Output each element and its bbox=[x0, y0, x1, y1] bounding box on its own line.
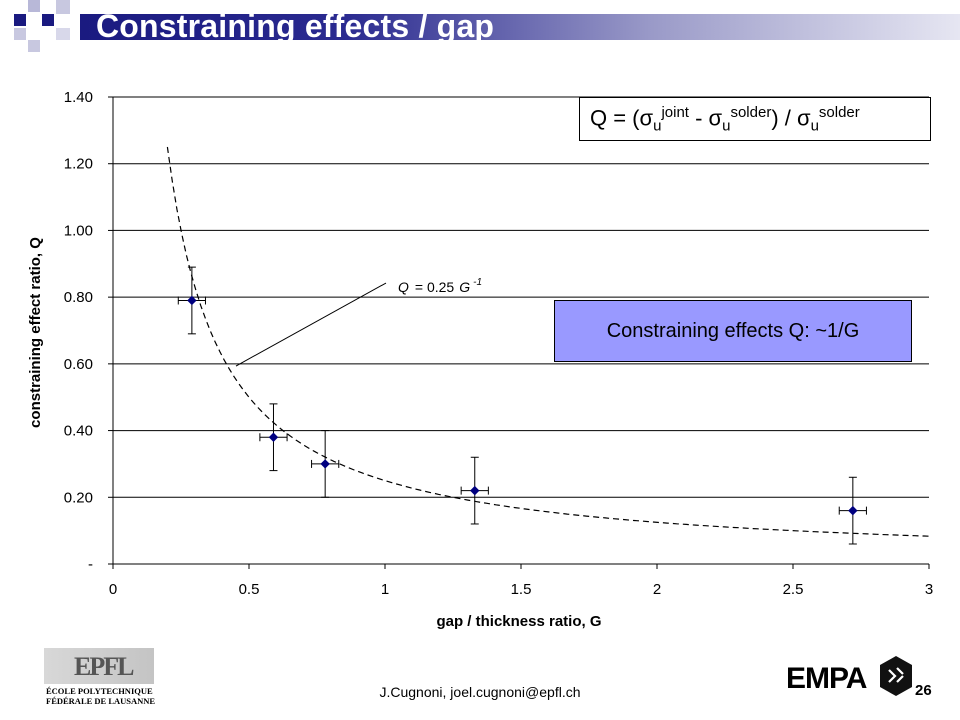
note-box: Constraining effects Q: ~1/G bbox=[554, 300, 912, 362]
formula-prefix: Q = ( bbox=[590, 105, 640, 131]
y-tick-label: 1.20 bbox=[64, 156, 93, 173]
x-tick-label: 1.5 bbox=[511, 581, 532, 598]
formula-sup: joint bbox=[661, 104, 689, 121]
title-decor-square bbox=[56, 0, 70, 14]
fit-label-leader-line bbox=[235, 282, 387, 367]
y-tick-label: 0.80 bbox=[64, 289, 93, 306]
x-tick-label: 3 bbox=[925, 581, 933, 598]
data-point bbox=[848, 505, 858, 516]
y-tick-label: - bbox=[88, 556, 93, 573]
x-tick-label: 2 bbox=[653, 581, 661, 598]
formula-minus: - bbox=[688, 105, 709, 131]
y-tick-label: 0.60 bbox=[64, 356, 93, 373]
title-decor-square bbox=[14, 14, 26, 26]
fit-label-eq: = 0.25 bbox=[415, 279, 455, 295]
title-decor-square bbox=[28, 40, 40, 52]
x-axis-title: gap / thickness ratio, G bbox=[436, 613, 601, 630]
formula-sub: u bbox=[810, 117, 819, 135]
formula-sub: u bbox=[722, 117, 731, 135]
epfl-logo-box bbox=[44, 648, 154, 684]
formula-sub: u bbox=[653, 117, 662, 135]
axes bbox=[108, 96, 930, 569]
x-tick-label: 0 bbox=[109, 581, 117, 598]
epfl-logo-line: FÉDÉRALE DE LAUSANNE bbox=[46, 696, 156, 706]
x-tick-label: 0.5 bbox=[239, 581, 260, 598]
empa-logo-text: EMPA bbox=[786, 662, 867, 695]
fit-equation-label: Q = 0.25 G -1 bbox=[398, 277, 482, 295]
data-points bbox=[177, 266, 867, 545]
fit-label-group: Q = 0.25 G -1 bbox=[235, 268, 528, 367]
y-tick-label: 1.40 bbox=[64, 89, 93, 106]
title-decor-square bbox=[56, 28, 70, 40]
data-point bbox=[268, 432, 279, 442]
y-axis-title: constraining effect ratio, Q bbox=[27, 237, 44, 428]
fit-curve-group bbox=[166, 146, 930, 537]
data-point bbox=[470, 485, 480, 496]
epfl-logo-line: ÉCOLE POLYTECHNIQUE bbox=[46, 686, 153, 696]
x-tick-label: 2.5 bbox=[783, 581, 804, 598]
title-decor-square bbox=[28, 0, 40, 12]
fit-label-background bbox=[358, 268, 528, 296]
sigma-symbol: σ bbox=[796, 105, 811, 131]
fit-label-lhs: Q bbox=[398, 279, 409, 295]
fit-label-exponent: -1 bbox=[473, 277, 482, 288]
title-decor-square bbox=[42, 14, 54, 26]
formula-sup: solder bbox=[818, 104, 860, 121]
title-decor-square bbox=[14, 28, 26, 40]
slide-title: Constraining effects / gap bbox=[96, 8, 495, 44]
epfl-logo-mark: EPFL bbox=[74, 652, 134, 681]
x-tick-label: 1 bbox=[381, 581, 389, 598]
sigma-symbol: σ bbox=[708, 105, 723, 131]
data-point bbox=[320, 459, 330, 469]
formula-sup: solder bbox=[730, 104, 772, 121]
data-point bbox=[187, 295, 197, 306]
fit-label-var: G bbox=[459, 279, 470, 295]
footer-author: J.Cugnoni, joel.cugnoni@epfl.ch bbox=[379, 684, 581, 700]
y-tick-label: 0.20 bbox=[64, 489, 93, 506]
sigma-symbol: σ bbox=[639, 105, 654, 131]
formula-mid: ) / bbox=[771, 105, 797, 131]
y-tick-label: 1.00 bbox=[64, 222, 93, 239]
empa-emblem-icon bbox=[880, 656, 912, 696]
page-number: 26 bbox=[915, 682, 932, 699]
fit-curve bbox=[166, 146, 930, 537]
note-text: Constraining effects Q: ~1/G bbox=[606, 319, 860, 342]
grid-lines bbox=[113, 96, 929, 498]
formula-box: Q = (σujoint - σusolder) / σusolder bbox=[579, 97, 931, 141]
y-tick-label: 0.40 bbox=[64, 423, 93, 440]
tick-labels: - 0.20 0.40 0.60 0.80 1.00 1.20 1.40 0 0.5 1 1.5 2 2.… bbox=[27, 89, 933, 630]
epfl-logo: EPFL ÉCOLE POLYTECHNIQUE FÉDÉRALE DE LAU… bbox=[44, 648, 156, 708]
title-bar bbox=[80, 14, 960, 40]
